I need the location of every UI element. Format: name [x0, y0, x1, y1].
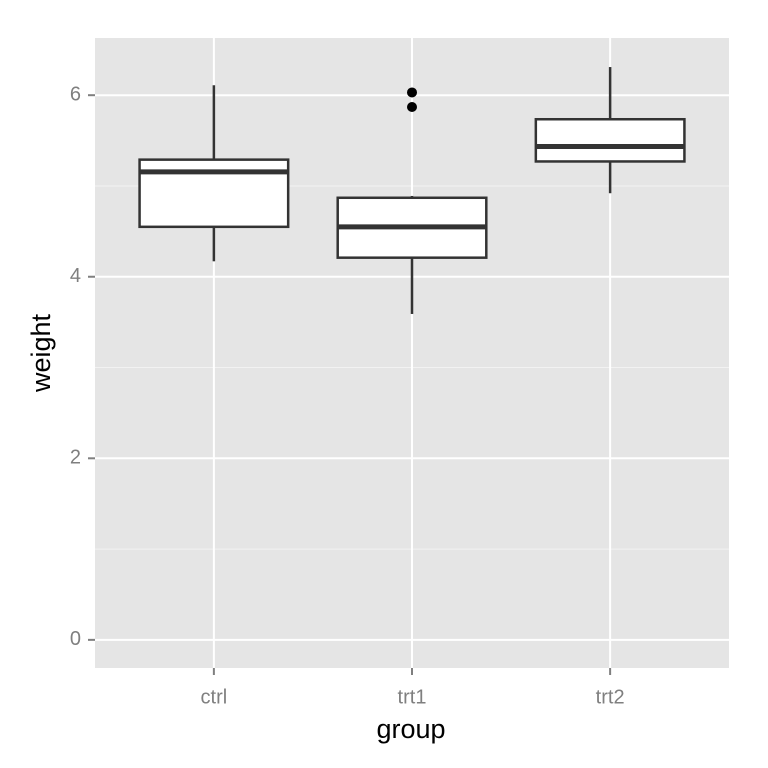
- y-axis-title: weight: [26, 313, 56, 393]
- y-tick-label: 0: [70, 628, 81, 650]
- x-tick-label: trt2: [596, 686, 625, 708]
- y-tick-label: 6: [70, 83, 81, 105]
- outlier: [407, 87, 417, 98]
- box: [534, 117, 686, 163]
- x-tick-label: ctrl: [201, 686, 228, 708]
- x-axis-title: group: [376, 714, 445, 744]
- outlier: [407, 101, 417, 112]
- y-tick-label: 4: [70, 265, 81, 287]
- x-tick-label: trt1: [398, 686, 427, 708]
- y-tick-label: 2: [70, 447, 81, 469]
